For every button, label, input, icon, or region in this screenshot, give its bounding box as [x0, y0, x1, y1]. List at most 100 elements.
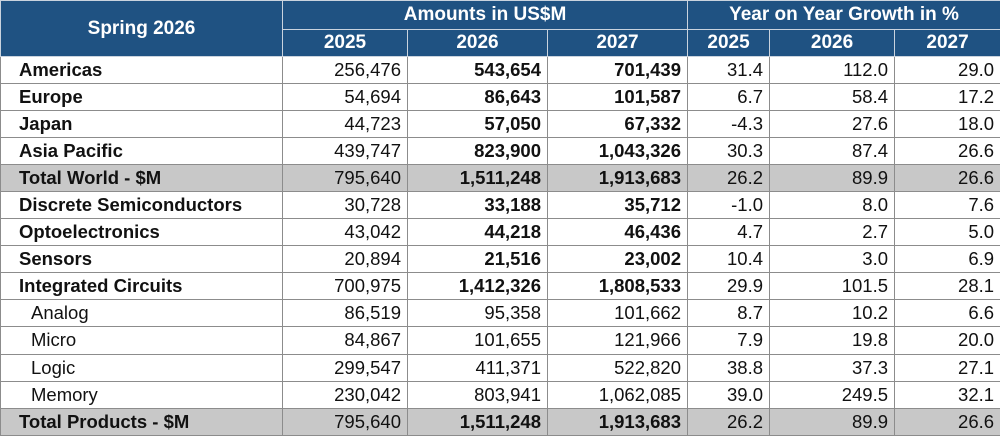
table-cell: 7.6 — [895, 192, 1000, 219]
table-cell: 67,332 — [548, 111, 688, 138]
table-cell: 33,188 — [408, 192, 548, 219]
column-header: 2027 — [895, 30, 1000, 57]
table-cell: 26.2 — [688, 408, 770, 435]
table-cell: 29.0 — [895, 57, 1000, 84]
table-title: Spring 2026 — [1, 1, 283, 57]
table-cell: 1,913,683 — [548, 165, 688, 192]
table-cell: 121,966 — [548, 327, 688, 354]
table-cell: 1,511,248 — [408, 165, 548, 192]
table-cell: 3.0 — [770, 246, 895, 273]
table-cell: 411,371 — [408, 354, 548, 381]
table-cell: 26.6 — [895, 138, 1000, 165]
table-cell: 1,412,326 — [408, 273, 548, 300]
table-cell: 26.6 — [895, 165, 1000, 192]
table-cell: 1,913,683 — [548, 408, 688, 435]
table-cell: 5.0 — [895, 219, 1000, 246]
table-cell: 35,712 — [548, 192, 688, 219]
column-header: 2026 — [770, 30, 895, 57]
row-label: Memory — [1, 381, 283, 408]
row-label: Japan — [1, 111, 283, 138]
amounts-group-header: Amounts in US$M — [283, 1, 688, 30]
table-cell: -1.0 — [688, 192, 770, 219]
table-cell: 230,042 — [283, 381, 408, 408]
table-cell: 23,002 — [548, 246, 688, 273]
row-label: Total Products - $M — [1, 408, 283, 435]
row-label: Integrated Circuits — [1, 273, 283, 300]
row-label: Analog — [1, 300, 283, 327]
table-cell: 1,043,326 — [548, 138, 688, 165]
column-header: 2026 — [408, 30, 548, 57]
table-cell: 21,516 — [408, 246, 548, 273]
table-cell: 543,654 — [408, 57, 548, 84]
table-cell: 6.6 — [895, 300, 1000, 327]
table-cell: 95,358 — [408, 300, 548, 327]
table-cell: 101.5 — [770, 273, 895, 300]
table-cell: 28.1 — [895, 273, 1000, 300]
table-cell: 27.6 — [770, 111, 895, 138]
table-cell: 8.0 — [770, 192, 895, 219]
table-cell: 26.6 — [895, 408, 1000, 435]
table-cell: -4.3 — [688, 111, 770, 138]
row-label: Optoelectronics — [1, 219, 283, 246]
table-cell: 101,655 — [408, 327, 548, 354]
table-cell: 700,975 — [283, 273, 408, 300]
table-cell: 31.4 — [688, 57, 770, 84]
table-cell: 57,050 — [408, 111, 548, 138]
table-cell: 38.8 — [688, 354, 770, 381]
table-cell: 46,436 — [548, 219, 688, 246]
table-cell: 1,062,085 — [548, 381, 688, 408]
row-label: Sensors — [1, 246, 283, 273]
table-cell: 20.0 — [895, 327, 1000, 354]
table-cell: 39.0 — [688, 381, 770, 408]
table-cell: 4.7 — [688, 219, 770, 246]
table-cell: 37.3 — [770, 354, 895, 381]
table-cell: 1,511,248 — [408, 408, 548, 435]
table-cell: 256,476 — [283, 57, 408, 84]
table-cell: 101,662 — [548, 300, 688, 327]
table-cell: 1,808,533 — [548, 273, 688, 300]
row-label: Americas — [1, 57, 283, 84]
table-cell: 84,867 — [283, 327, 408, 354]
table-cell: 30.3 — [688, 138, 770, 165]
row-label: Micro — [1, 327, 283, 354]
table-cell: 89.9 — [770, 408, 895, 435]
table-cell: 439,747 — [283, 138, 408, 165]
row-label: Europe — [1, 84, 283, 111]
row-label: Discrete Semiconductors — [1, 192, 283, 219]
table-cell: 20,894 — [283, 246, 408, 273]
table-cell: 86,643 — [408, 84, 548, 111]
table-cell: 6.7 — [688, 84, 770, 111]
table-cell: 299,547 — [283, 354, 408, 381]
column-header: 2025 — [283, 30, 408, 57]
table-cell: 30,728 — [283, 192, 408, 219]
table-cell: 43,042 — [283, 219, 408, 246]
table-cell: 101,587 — [548, 84, 688, 111]
table-cell: 58.4 — [770, 84, 895, 111]
table-cell: 18.0 — [895, 111, 1000, 138]
table-cell: 89.9 — [770, 165, 895, 192]
table-cell: 54,694 — [283, 84, 408, 111]
table-cell: 803,941 — [408, 381, 548, 408]
growth-group-header: Year on Year Growth in % — [688, 1, 1000, 30]
table-cell: 44,723 — [283, 111, 408, 138]
table-cell: 6.9 — [895, 246, 1000, 273]
column-header: 2025 — [688, 30, 770, 57]
table-cell: 26.2 — [688, 165, 770, 192]
table-cell: 44,218 — [408, 219, 548, 246]
table-cell: 19.8 — [770, 327, 895, 354]
table-cell: 522,820 — [548, 354, 688, 381]
